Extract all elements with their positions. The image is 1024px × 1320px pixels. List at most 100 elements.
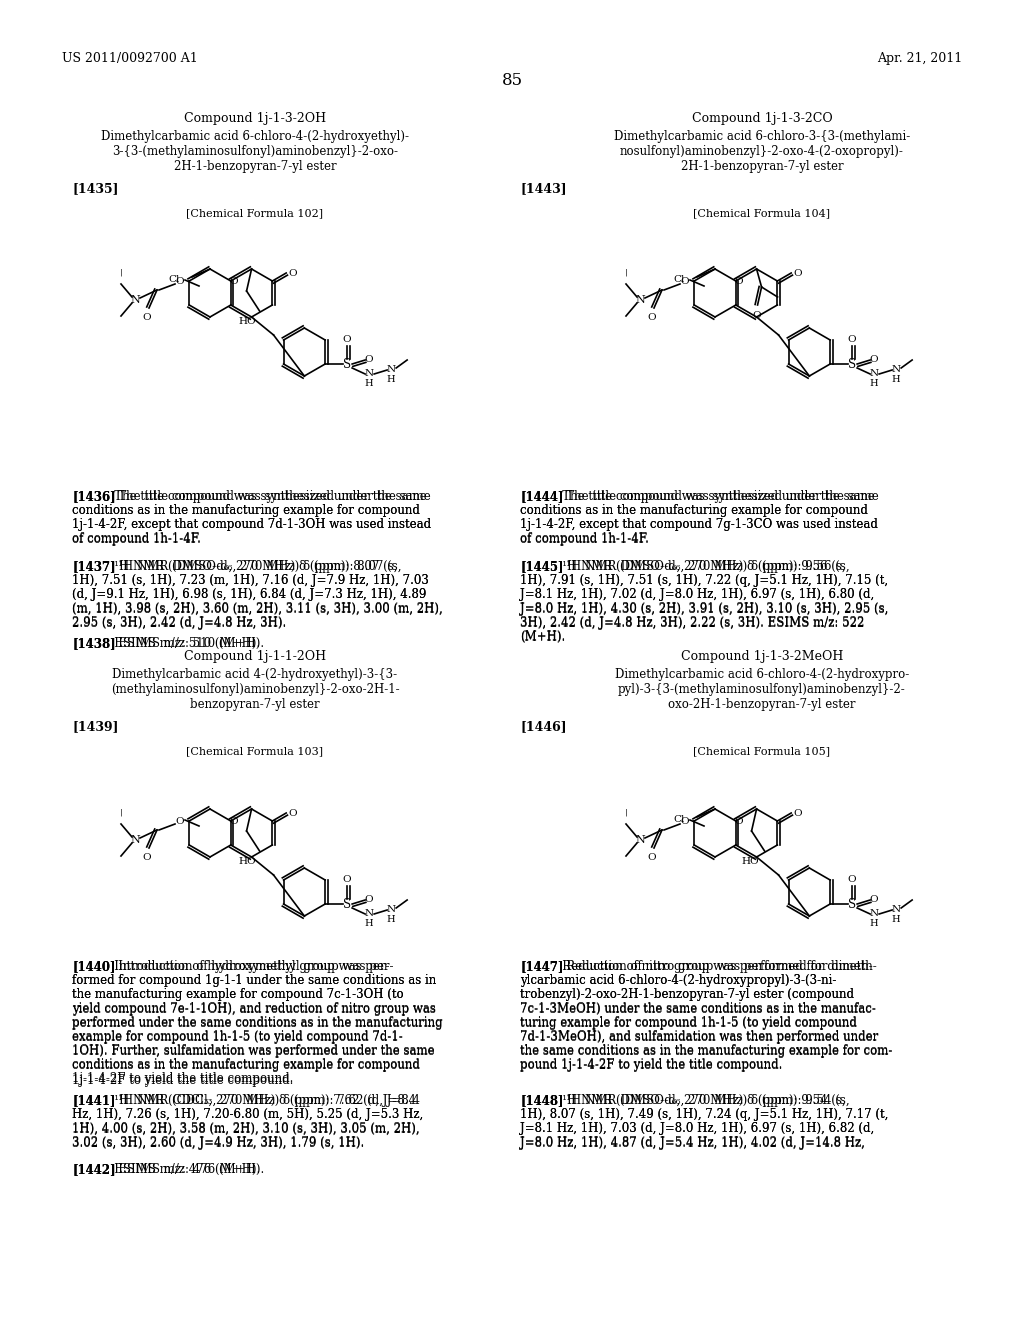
Text: 1OH). Further, sulfamidation was performed under the same: 1OH). Further, sulfamidation was perform… <box>72 1045 434 1059</box>
Text: S: S <box>343 358 351 371</box>
Text: Cl: Cl <box>169 275 180 284</box>
Text: ESIMS m/z: 476 (M+H).: ESIMS m/z: 476 (M+H). <box>106 1163 264 1176</box>
Text: pound 1j-1-4-2F to yield the title compound.: pound 1j-1-4-2F to yield the title compo… <box>520 1060 782 1072</box>
Text: [1442]: [1442] <box>72 1163 116 1176</box>
Text: O: O <box>142 313 152 322</box>
Text: pound 1j-1-4-2F to yield the title compound.: pound 1j-1-4-2F to yield the title compo… <box>520 1059 782 1071</box>
Text: 1H), 7.51 (s, 1H), 7.23 (m, 1H), 7.16 (d, J=7.9 Hz, 1H), 7.03: 1H), 7.51 (s, 1H), 7.23 (m, 1H), 7.16 (d… <box>72 574 429 587</box>
Text: N: N <box>869 909 879 919</box>
Text: N: N <box>892 906 901 915</box>
Text: formed for compound 1g-1-1 under the same conditions as in: formed for compound 1g-1-1 under the sam… <box>72 974 436 987</box>
Text: [1440]: [1440] <box>72 960 116 973</box>
Text: [Chemical Formula 103]: [Chemical Formula 103] <box>186 746 324 756</box>
Text: of compound 1h-1-4F.: of compound 1h-1-4F. <box>72 532 201 545</box>
Text: 2H-1-benzopyran-7-yl ester: 2H-1-benzopyran-7-yl ester <box>681 160 844 173</box>
Text: turing example for compound 1h-1-5 (to yield compound: turing example for compound 1h-1-5 (to y… <box>520 1016 857 1030</box>
Text: [1437]: [1437] <box>72 560 116 573</box>
Text: [1447]: [1447] <box>520 960 563 973</box>
Text: 3-{3-(methylaminosulfonyl)aminobenzyl}-2-oxo-: 3-{3-(methylaminosulfonyl)aminobenzyl}-2… <box>112 145 398 158</box>
Text: O: O <box>734 276 743 285</box>
Text: O: O <box>793 809 802 817</box>
Text: of compound 1h-1-4F.: of compound 1h-1-4F. <box>520 532 649 545</box>
Text: O: O <box>142 853 152 862</box>
Text: [1443]: [1443] <box>520 182 566 195</box>
Text: 1j-1-4-2F to yield the title compound.: 1j-1-4-2F to yield the title compound. <box>72 1073 293 1086</box>
Text: conditions as in the manufacturing example for compound: conditions as in the manufacturing examp… <box>72 504 420 517</box>
Text: O: O <box>343 334 351 343</box>
Text: conditions as in the manufacturing example for compound: conditions as in the manufacturing examp… <box>72 1059 420 1071</box>
Text: 7c-1-3MeOH) under the same conditions as in the manufac-: 7c-1-3MeOH) under the same conditions as… <box>520 1003 876 1015</box>
Text: The title compound was synthesized under the same: The title compound was synthesized under… <box>106 490 430 503</box>
Text: [1436]: [1436] <box>72 490 116 503</box>
Text: O: O <box>648 313 656 322</box>
Text: 1j-1-4-2F, except that compound 7d-1-3OH was used instead: 1j-1-4-2F, except that compound 7d-1-3OH… <box>72 517 431 531</box>
Text: Hz, 1H), 7.26 (s, 1H), 7.20-6.80 (m, 5H), 5.25 (d, J=5.3 Hz,: Hz, 1H), 7.26 (s, 1H), 7.20-6.80 (m, 5H)… <box>72 1107 423 1121</box>
Text: yield compound 7e-1-1OH), and reduction of nitro group was: yield compound 7e-1-1OH), and reduction … <box>72 1002 436 1015</box>
Text: O: O <box>869 895 879 903</box>
Text: (m, 1H), 3.98 (s, 2H), 3.60 (m, 2H), 3.11 (s, 3H), 3.00 (m, 2H),: (m, 1H), 3.98 (s, 2H), 3.60 (m, 2H), 3.1… <box>72 603 442 615</box>
Text: 7d-1-3MeOH), and sulfamidation was then performed under: 7d-1-3MeOH), and sulfamidation was then … <box>520 1031 879 1044</box>
Text: O: O <box>681 277 689 286</box>
Text: [1435]: [1435] <box>72 182 119 195</box>
Text: |: | <box>625 268 628 276</box>
Text: US 2011/0092700 A1: US 2011/0092700 A1 <box>62 51 198 65</box>
Text: ¹H NMR (DMSO-d₆, 270 MHz) δ (ppm): 9.54 (s,: ¹H NMR (DMSO-d₆, 270 MHz) δ (ppm): 9.54 … <box>555 1094 850 1107</box>
Text: conditions as in the manufacturing example for compound: conditions as in the manufacturing examp… <box>520 504 868 517</box>
Text: [1439]: [1439] <box>72 719 119 733</box>
Text: Compound 1j-1-3-2CO: Compound 1j-1-3-2CO <box>691 112 833 125</box>
Text: Apr. 21, 2011: Apr. 21, 2011 <box>877 51 962 65</box>
Text: of compound 1h-1-4F.: of compound 1h-1-4F. <box>72 532 201 545</box>
Text: of compound 1h-1-4F.: of compound 1h-1-4F. <box>520 532 649 545</box>
Text: example for compound 1h-1-5 (to yield compound 7d-1-: example for compound 1h-1-5 (to yield co… <box>72 1030 402 1043</box>
Text: O: O <box>288 268 297 277</box>
Text: benzopyran-7-yl ester: benzopyran-7-yl ester <box>190 698 319 711</box>
Text: N: N <box>635 294 645 305</box>
Text: N: N <box>387 906 395 915</box>
Text: 1j-1-4-2F, except that compound 7g-1-3CO was used instead: 1j-1-4-2F, except that compound 7g-1-3CO… <box>520 517 878 531</box>
Text: Introduction of hydroxymethyl group was per-: Introduction of hydroxymethyl group was … <box>103 960 390 973</box>
Text: O: O <box>681 817 689 826</box>
Text: [1444]: [1444] <box>520 490 563 503</box>
Text: conditions as in the manufacturing example for compound: conditions as in the manufacturing examp… <box>520 504 868 517</box>
Text: the same conditions as in the manufacturing example for com-: the same conditions as in the manufactur… <box>520 1044 892 1057</box>
Text: 2.95 (s, 3H), 2.42 (d, J=4.8 Hz, 3H).: 2.95 (s, 3H), 2.42 (d, J=4.8 Hz, 3H). <box>72 616 287 630</box>
Text: oxo-2H-1-benzopyran-7-yl ester: oxo-2H-1-benzopyran-7-yl ester <box>669 698 856 711</box>
Text: the same conditions as in the manufacturing example for com-: the same conditions as in the manufactur… <box>520 1045 892 1059</box>
Text: [1438]: [1438] <box>72 638 116 649</box>
Text: O: O <box>869 355 879 363</box>
Text: J=8.0 Hz, 1H), 4.30 (s, 2H), 3.91 (s, 2H), 3.10 (s, 3H), 2.95 (s,: J=8.0 Hz, 1H), 4.30 (s, 2H), 3.91 (s, 2H… <box>520 603 889 615</box>
Text: [1437]: [1437] <box>72 560 116 573</box>
Text: [1441]: [1441] <box>72 1094 116 1107</box>
Text: J=8.0 Hz, 1H), 4.87 (d, J=5.4 Hz, 1H), 4.02 (d, J=14.8 Hz,: J=8.0 Hz, 1H), 4.87 (d, J=5.4 Hz, 1H), 4… <box>520 1137 865 1148</box>
Text: J=8.1 Hz, 1H), 7.03 (d, J=8.0 Hz, 1H), 6.97 (s, 1H), 6.82 (d,: J=8.1 Hz, 1H), 7.03 (d, J=8.0 Hz, 1H), 6… <box>520 1122 874 1135</box>
Text: 1j-1-4-2F, except that compound 7g-1-3CO was used instead: 1j-1-4-2F, except that compound 7g-1-3CO… <box>520 519 878 532</box>
Text: [1440]: [1440] <box>72 960 116 973</box>
Text: [1444]: [1444] <box>520 490 563 503</box>
Text: O: O <box>176 277 184 286</box>
Text: N: N <box>130 836 140 845</box>
Text: (d, J=9.1 Hz, 1H), 6.98 (s, 1H), 6.84 (d, J=7.3 Hz, 1H), 4.89: (d, J=9.1 Hz, 1H), 6.98 (s, 1H), 6.84 (d… <box>72 589 426 602</box>
Text: [1445]: [1445] <box>520 560 563 573</box>
Text: 85: 85 <box>502 73 522 88</box>
Text: N: N <box>130 294 140 305</box>
Text: Dimethylcarbamic acid 6-chloro-4-(2-hydroxypro-: Dimethylcarbamic acid 6-chloro-4-(2-hydr… <box>614 668 909 681</box>
Text: 3.02 (s, 3H), 2.60 (d, J=4.9 Hz, 3H), 1.79 (s, 1H).: 3.02 (s, 3H), 2.60 (d, J=4.9 Hz, 3H), 1.… <box>72 1137 365 1148</box>
Text: J=8.1 Hz, 1H), 7.02 (d, J=8.0 Hz, 1H), 6.97 (s, 1H), 6.80 (d,: J=8.1 Hz, 1H), 7.02 (d, J=8.0 Hz, 1H), 6… <box>520 587 874 601</box>
Text: 7d-1-3MeOH), and sulfamidation was then performed under: 7d-1-3MeOH), and sulfamidation was then … <box>520 1030 879 1043</box>
Text: J=8.0 Hz, 1H), 4.87 (d, J=5.4 Hz, 1H), 4.02 (d, J=14.8 Hz,: J=8.0 Hz, 1H), 4.87 (d, J=5.4 Hz, 1H), 4… <box>520 1137 865 1150</box>
Text: 1H), 7.51 (s, 1H), 7.23 (m, 1H), 7.16 (d, J=7.9 Hz, 1H), 7.03: 1H), 7.51 (s, 1H), 7.23 (m, 1H), 7.16 (d… <box>72 574 429 587</box>
Text: Compound 1j-1-3-2MeOH: Compound 1j-1-3-2MeOH <box>681 649 843 663</box>
Text: [1438]: [1438] <box>72 638 116 649</box>
Text: ¹H NMR (DMSO-d₆, 270 MHz) δ (ppm): 9.54 (s,: ¹H NMR (DMSO-d₆, 270 MHz) δ (ppm): 9.54 … <box>551 1094 846 1107</box>
Text: 3H), 2.42 (d, J=4.8 Hz, 3H), 2.22 (s, 3H). ESIMS m/z: 522: 3H), 2.42 (d, J=4.8 Hz, 3H), 2.22 (s, 3H… <box>520 616 864 630</box>
Text: Introduction of hydroxymethyl group was per-: Introduction of hydroxymethyl group was … <box>106 960 393 973</box>
Text: (M+H).: (M+H). <box>520 630 565 643</box>
Text: [Chemical Formula 104]: [Chemical Formula 104] <box>693 209 830 218</box>
Text: the manufacturing example for compound 7c-1-3OH (to: the manufacturing example for compound 7… <box>72 989 403 1002</box>
Text: S: S <box>343 898 351 911</box>
Text: 1H), 4.00 (s, 2H), 3.58 (m, 2H), 3.10 (s, 3H), 3.05 (m, 2H),: 1H), 4.00 (s, 2H), 3.58 (m, 2H), 3.10 (s… <box>72 1122 420 1135</box>
Text: performed under the same conditions as in the manufacturing: performed under the same conditions as i… <box>72 1016 442 1030</box>
Text: formed for compound 1g-1-1 under the same conditions as in: formed for compound 1g-1-1 under the sam… <box>72 974 436 987</box>
Text: H: H <box>365 920 374 928</box>
Text: O: O <box>343 874 351 883</box>
